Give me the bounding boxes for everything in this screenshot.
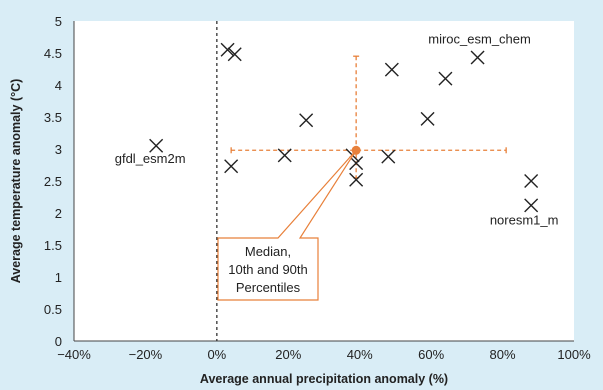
y-tick-label: 0 [55, 334, 62, 349]
x-tick-label: −20% [129, 347, 163, 362]
x-tick-label: 20% [275, 347, 301, 362]
x-tick-label: −40% [57, 347, 91, 362]
x-tick-label: 100% [557, 347, 591, 362]
callout-line-3: Percentiles [236, 280, 301, 295]
y-tick-label: 1.5 [44, 238, 62, 253]
data-point-marker [420, 111, 435, 126]
point-label: noresm1_m [490, 212, 559, 227]
data-point-marker [299, 113, 314, 128]
data-point-marker [277, 148, 292, 163]
y-tick-label: 5 [55, 14, 62, 29]
x-tick-labels: −40% −20% 0% 20% 40% 60% 80% 100% [57, 347, 591, 362]
data-point-marker [227, 47, 242, 62]
plot-area [74, 21, 574, 341]
y-tick-label: 1 [55, 270, 62, 285]
y-tick-label: 4.5 [44, 46, 62, 61]
y-tick-label: 0.5 [44, 302, 62, 317]
data-point-marker [224, 159, 239, 174]
x-axis-title: Average annual precipitation anomaly (%) [200, 372, 448, 386]
x-tick-label: 0% [207, 347, 226, 362]
y-tick-label: 3 [55, 142, 62, 157]
y-tick-label: 2 [55, 206, 62, 221]
median-marker [351, 145, 361, 155]
x-tick-label: 80% [490, 347, 516, 362]
data-point-marker [438, 71, 453, 86]
point-label: gfdl_esm2m [115, 151, 186, 166]
data-point-marker [470, 50, 485, 65]
data-point-marker [349, 172, 364, 187]
data-point-marker [381, 149, 396, 164]
x-tick-label: 60% [418, 347, 444, 362]
callout-line-1: Median, [245, 244, 291, 259]
data-point-marker [220, 42, 235, 57]
data-point-marker [524, 174, 539, 188]
y-tick-label: 2.5 [44, 174, 62, 189]
callout-pointer [217, 149, 357, 301]
x-tick-label: 40% [347, 347, 373, 362]
data-point-marker [524, 198, 539, 213]
callout-line-2: 10th and 90th [228, 262, 308, 277]
y-axis-title: Average temperature anomaly (°C) [9, 79, 23, 284]
y-tick-label: 3.5 [44, 110, 62, 125]
median-callout: Median, 10th and 90th Percentiles [217, 149, 357, 301]
y-tick-label: 4 [55, 78, 62, 93]
data-point-marker [349, 156, 364, 171]
data-point-marker [384, 62, 399, 77]
point-label: miroc_esm_chem [428, 31, 531, 46]
y-tick-labels: 0 0.5 1 1.5 2 2.5 3 3.5 4 4.5 5 [44, 14, 62, 349]
data-point-marker [149, 138, 164, 153]
